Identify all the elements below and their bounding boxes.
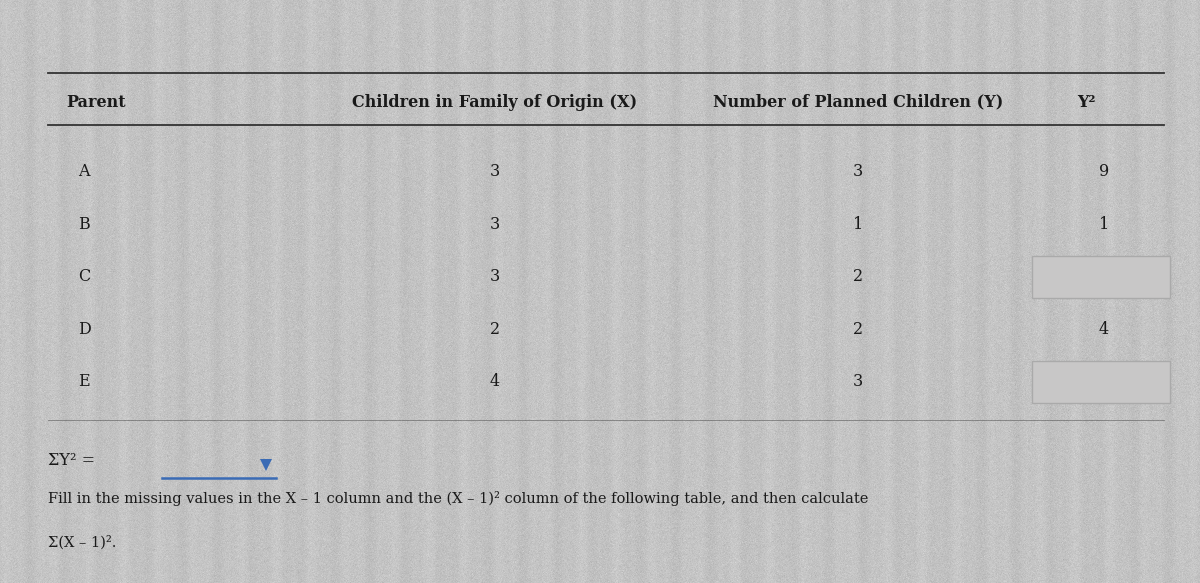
Text: E: E: [78, 373, 90, 391]
Text: 1: 1: [853, 216, 863, 233]
Text: Y²: Y²: [1076, 93, 1096, 111]
Text: D: D: [78, 321, 90, 338]
Text: Number of Planned Children (Y): Number of Planned Children (Y): [713, 93, 1003, 111]
Text: 3: 3: [490, 163, 500, 181]
FancyBboxPatch shape: [1032, 361, 1170, 403]
Text: 4: 4: [490, 373, 500, 391]
Text: Σ(X – 1)².: Σ(X – 1)².: [48, 535, 116, 549]
Text: 2: 2: [853, 268, 863, 286]
Text: ΣY² =: ΣY² =: [48, 452, 95, 469]
Text: B: B: [78, 216, 90, 233]
Text: C: C: [78, 268, 90, 286]
Text: Children in Family of Origin (X): Children in Family of Origin (X): [353, 93, 637, 111]
FancyBboxPatch shape: [1032, 256, 1170, 298]
Text: 3: 3: [853, 373, 863, 391]
Text: 4: 4: [1099, 321, 1109, 338]
Text: 9: 9: [1099, 163, 1109, 181]
Text: Fill in the missing values in the X – 1 column and the (X – 1)² column of the fo: Fill in the missing values in the X – 1 …: [48, 491, 869, 506]
Text: 3: 3: [853, 163, 863, 181]
Text: A: A: [78, 163, 90, 181]
Text: 2: 2: [490, 321, 500, 338]
Text: 3: 3: [490, 268, 500, 286]
Text: Parent: Parent: [66, 93, 126, 111]
Text: 1: 1: [1099, 216, 1109, 233]
Text: 3: 3: [490, 216, 500, 233]
Text: 2: 2: [853, 321, 863, 338]
